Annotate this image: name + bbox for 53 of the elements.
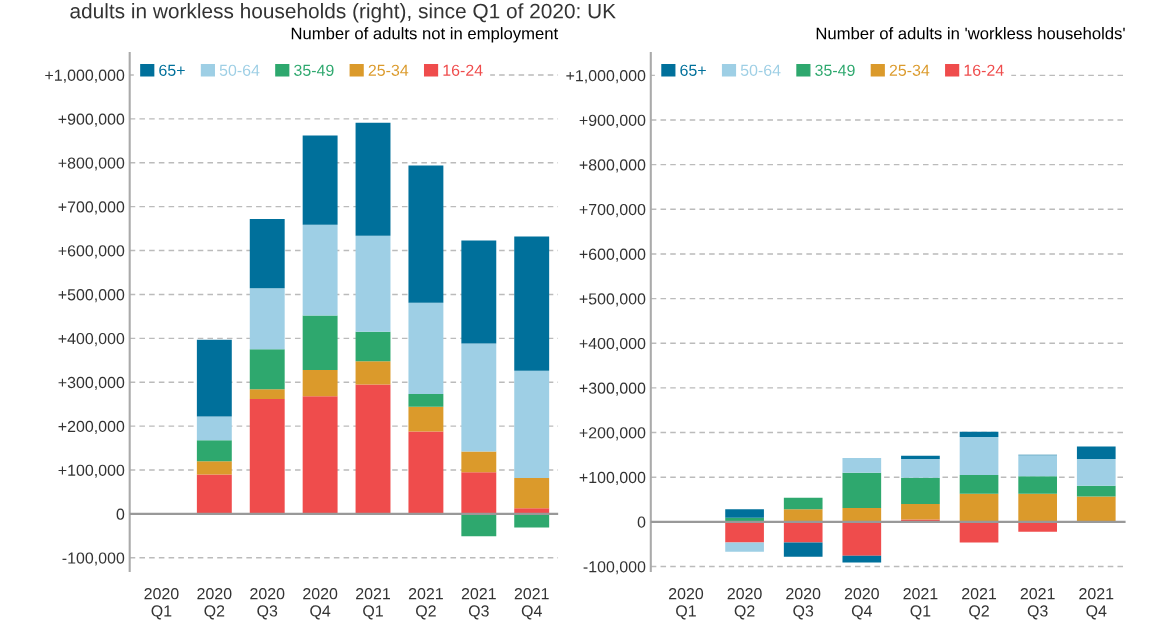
y-tick-label: +900,000 bbox=[579, 114, 646, 128]
x-tick-label: 2020 Q2 bbox=[197, 588, 232, 620]
y-tick-label: 0 bbox=[116, 508, 125, 520]
x-tick-label: 2020 Q2 bbox=[727, 588, 762, 620]
y-tick-label: +500,000 bbox=[579, 293, 646, 307]
y-tick-label: +1,000,000 bbox=[45, 69, 125, 83]
x-tick-label: 2020 Q4 bbox=[303, 588, 338, 620]
x-tick-label: 2020 Q4 bbox=[844, 588, 879, 620]
x-tick-label: 2020 Q1 bbox=[669, 588, 704, 620]
x-tick-label: 2021 Q4 bbox=[514, 588, 549, 620]
text: adults in workless households (right), since Q1 of 2020: UK bbox=[70, 3, 616, 23]
y-tick-label: +500,000 bbox=[58, 289, 125, 303]
y-tick-label: +1,000,000 bbox=[566, 70, 646, 84]
y-tick-label: +200,000 bbox=[579, 427, 646, 441]
legend-label: 35-49 bbox=[294, 64, 334, 76]
x-tick-label: 2020 Q1 bbox=[144, 588, 179, 620]
legend-label: 16-24 bbox=[443, 64, 483, 76]
y-tick-label: 0 bbox=[637, 516, 646, 528]
y-tick-label: +100,000 bbox=[579, 471, 646, 486]
y-tick-label: +900,000 bbox=[58, 113, 125, 127]
x-tick-label: 2021 Q4 bbox=[1079, 588, 1114, 620]
legend-label: 50-64 bbox=[740, 64, 781, 76]
x-tick-label: 2021 Q1 bbox=[903, 588, 938, 620]
y-tick-label: +300,000 bbox=[58, 376, 125, 391]
legend-label: 35-49 bbox=[815, 64, 855, 76]
y-tick-label: -100,000 bbox=[583, 561, 646, 575]
y-tick-label: +700,000 bbox=[58, 201, 125, 215]
x-tick-label: 2021 Q1 bbox=[356, 588, 391, 620]
y-tick-label: +200,000 bbox=[58, 420, 125, 434]
x-tick-label: 2021 Q2 bbox=[408, 588, 443, 620]
legend-label: 25-34 bbox=[368, 64, 409, 76]
chart-title: Number of adults not in employment bbox=[291, 27, 559, 43]
y-tick-label: +600,000 bbox=[58, 245, 125, 259]
y-tick-label: +600,000 bbox=[579, 248, 646, 262]
y-tick-label: +700,000 bbox=[579, 203, 646, 218]
legend-label: 50-64 bbox=[219, 64, 260, 76]
y-tick-label: +100,000 bbox=[58, 464, 125, 478]
y-tick-label: -100,000 bbox=[62, 552, 125, 566]
x-tick-label: 2021 Q3 bbox=[461, 588, 496, 620]
legend-label: 16-24 bbox=[964, 64, 1004, 76]
legend-label: 25-34 bbox=[889, 64, 930, 76]
x-tick-label: 2020 Q3 bbox=[250, 588, 285, 620]
y-tick-label: +800,000 bbox=[58, 157, 125, 171]
x-tick-label: 2021 Q3 bbox=[1020, 588, 1055, 620]
x-tick-label: 2021 Q2 bbox=[962, 588, 997, 620]
y-tick-label: +800,000 bbox=[579, 159, 646, 173]
y-tick-label: +400,000 bbox=[58, 332, 125, 347]
legend-label: 65+ bbox=[159, 64, 185, 76]
x-tick-label: 2020 Q3 bbox=[786, 588, 821, 620]
chart-title: Number of adults in 'workless households' bbox=[816, 27, 1125, 40]
legend-label: 65+ bbox=[680, 64, 706, 76]
y-tick-label: +400,000 bbox=[579, 337, 646, 352]
y-tick-label: +300,000 bbox=[579, 382, 646, 396]
